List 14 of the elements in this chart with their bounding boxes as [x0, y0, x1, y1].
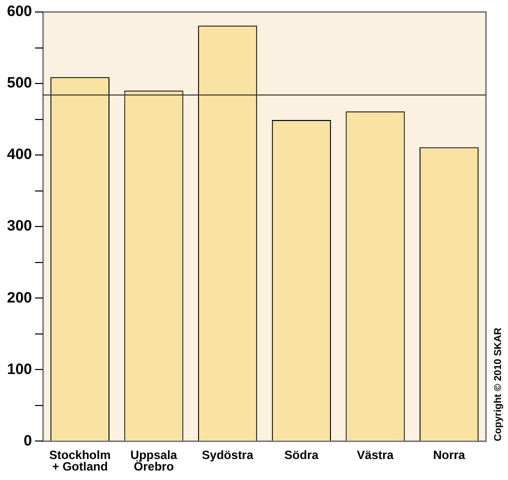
x-tick-label: Sydöstra — [202, 448, 254, 462]
y-tick-label: 300 — [6, 218, 32, 235]
x-tick-label: Västra — [356, 448, 394, 462]
x-tick-label: Norra — [433, 448, 466, 462]
x-tick-label: Stockholm + Gotland — [49, 448, 111, 474]
y-tick-label: 0 — [24, 432, 32, 450]
y-tick-label: 500 — [6, 74, 32, 92]
y-tick-label: 400 — [6, 146, 32, 164]
y-tick-label: 100 — [6, 360, 32, 378]
text: Copyright © 2010 SKAR — [492, 326, 504, 442]
x-tick-label: Uppsala Örebro — [130, 448, 178, 474]
x-tick-label: Södra — [284, 448, 319, 462]
y-tick-label: 200 — [6, 289, 32, 306]
y-tick-label: 600 — [6, 3, 32, 20]
